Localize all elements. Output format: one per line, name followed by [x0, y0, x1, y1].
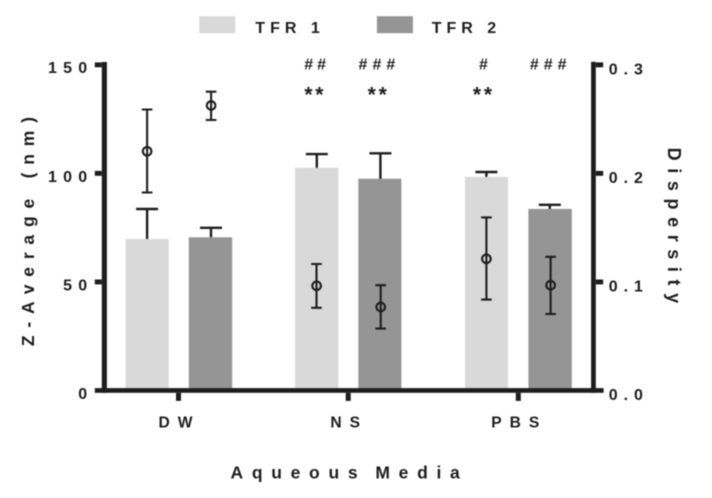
svg-text:0.1: 0.1: [609, 279, 649, 296]
svg-text:##: ##: [304, 57, 330, 74]
svg-text:DW: DW: [159, 415, 201, 432]
svg-text:0: 0: [78, 386, 93, 403]
svg-text:**: **: [368, 84, 390, 107]
svg-text:NS: NS: [330, 415, 368, 432]
svg-text:Dispersity: Dispersity: [664, 148, 684, 311]
svg-text:0.3: 0.3: [609, 61, 649, 78]
svg-text:TFR 2: TFR 2: [432, 20, 501, 37]
svg-text:###: ###: [359, 57, 401, 74]
svg-text:**: **: [473, 84, 495, 107]
svg-text:###: ###: [530, 57, 572, 74]
svg-text:Z-Average (nm): Z-Average (nm): [18, 109, 38, 346]
svg-text:PBS: PBS: [491, 415, 547, 432]
svg-text:Aqueous: Aqueous: [231, 462, 367, 482]
svg-text:0.0: 0.0: [609, 387, 649, 404]
svg-text:#: #: [479, 57, 492, 74]
svg-text:TFR 1: TFR 1: [255, 20, 324, 37]
svg-text:150: 150: [48, 60, 93, 77]
svg-text:Media: Media: [375, 462, 468, 482]
svg-text:**: **: [304, 84, 326, 107]
svg-text:100: 100: [48, 169, 93, 186]
svg-text:0.2: 0.2: [609, 170, 649, 187]
svg-text:50: 50: [63, 277, 93, 294]
